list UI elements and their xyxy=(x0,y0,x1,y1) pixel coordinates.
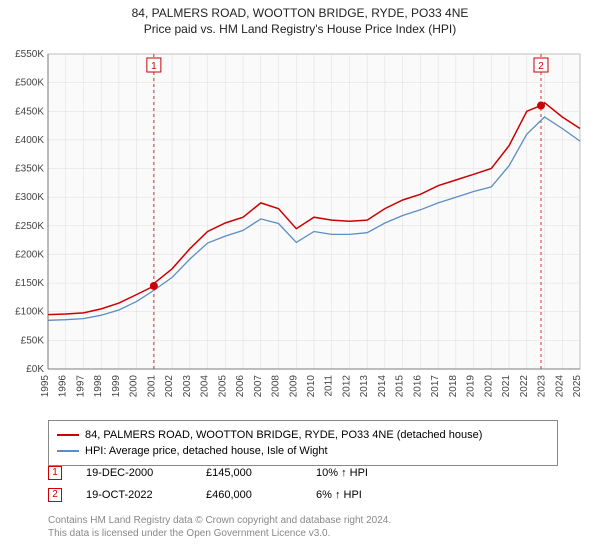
title-subtitle: Price paid vs. HM Land Registry's House … xyxy=(10,22,590,36)
svg-text:1: 1 xyxy=(151,61,157,72)
svg-text:1998: 1998 xyxy=(93,375,104,398)
svg-text:2016: 2016 xyxy=(412,375,423,398)
svg-text:2022: 2022 xyxy=(519,375,530,398)
legend-row-hpi: HPI: Average price, detached house, Isle… xyxy=(57,443,549,459)
footer-attribution: Contains HM Land Registry data © Crown c… xyxy=(48,514,558,540)
svg-text:2015: 2015 xyxy=(395,375,406,398)
sale-entry-1: 1 19-DEC-2000 £145,000 10% ↑ HPI xyxy=(48,466,558,480)
svg-text:2011: 2011 xyxy=(324,375,335,397)
svg-text:£450K: £450K xyxy=(15,106,44,117)
svg-text:2005: 2005 xyxy=(217,375,228,398)
svg-text:£550K: £550K xyxy=(15,49,44,60)
title-block: 84, PALMERS ROAD, WOOTTON BRIDGE, RYDE, … xyxy=(0,0,600,38)
title-address: 84, PALMERS ROAD, WOOTTON BRIDGE, RYDE, … xyxy=(10,6,590,20)
svg-text:1996: 1996 xyxy=(58,375,69,398)
svg-text:1997: 1997 xyxy=(75,375,86,398)
svg-text:2003: 2003 xyxy=(182,375,193,398)
svg-text:2021: 2021 xyxy=(501,375,512,398)
chart-area: £0K £50K £100K £150K £200K £250K £300K £350K £40… xyxy=(0,44,600,414)
sale-uplift-2: 6% ↑ HPI xyxy=(316,489,416,501)
svg-text:2013: 2013 xyxy=(359,375,370,398)
svg-text:£500K: £500K xyxy=(15,78,44,89)
svg-text:2023: 2023 xyxy=(537,375,548,398)
svg-text:£300K: £300K xyxy=(15,192,44,203)
svg-text:2006: 2006 xyxy=(235,375,246,398)
svg-text:2018: 2018 xyxy=(448,375,459,398)
legend-box: 84, PALMERS ROAD, WOOTTON BRIDGE, RYDE, … xyxy=(48,420,558,466)
sale-marker-2: 2 xyxy=(48,488,62,502)
svg-text:£150K: £150K xyxy=(15,278,44,289)
svg-text:£250K: £250K xyxy=(15,221,44,232)
footer-line-2: This data is licensed under the Open Gov… xyxy=(48,527,558,540)
chart-container: 84, PALMERS ROAD, WOOTTON BRIDGE, RYDE, … xyxy=(0,0,600,560)
sale-price-1: £145,000 xyxy=(206,467,316,479)
svg-text:2001: 2001 xyxy=(146,375,157,398)
footer-line-1: Contains HM Land Registry data © Crown c… xyxy=(48,514,558,527)
svg-text:£400K: £400K xyxy=(15,135,44,146)
svg-text:£350K: £350K xyxy=(15,164,44,175)
svg-text:2009: 2009 xyxy=(288,375,299,398)
svg-text:2010: 2010 xyxy=(306,375,317,398)
svg-text:£50K: £50K xyxy=(21,335,45,346)
svg-text:2025: 2025 xyxy=(572,375,583,398)
legend-label-property: 84, PALMERS ROAD, WOOTTON BRIDGE, RYDE, … xyxy=(85,429,482,441)
sale-uplift-1: 10% ↑ HPI xyxy=(316,467,416,479)
svg-text:2004: 2004 xyxy=(200,375,211,398)
sale-marker-1: 1 xyxy=(48,466,62,480)
svg-text:2008: 2008 xyxy=(271,375,282,398)
legend-label-hpi: HPI: Average price, detached house, Isle… xyxy=(85,445,328,457)
svg-text:2000: 2000 xyxy=(129,375,140,398)
legend-swatch-hpi xyxy=(57,450,79,452)
svg-text:£0K: £0K xyxy=(26,364,44,375)
sale-entry-2: 2 19-OCT-2022 £460,000 6% ↑ HPI xyxy=(48,488,558,502)
svg-text:2017: 2017 xyxy=(430,375,441,398)
svg-text:£100K: £100K xyxy=(15,307,44,318)
sale-date-2: 19-OCT-2022 xyxy=(86,489,206,501)
svg-text:2024: 2024 xyxy=(554,375,565,398)
svg-text:1999: 1999 xyxy=(111,375,122,398)
sale-date-1: 19-DEC-2000 xyxy=(86,467,206,479)
sale-price-2: £460,000 xyxy=(206,489,316,501)
legend-swatch-property xyxy=(57,434,79,436)
svg-text:2007: 2007 xyxy=(253,375,264,398)
svg-text:£200K: £200K xyxy=(15,249,44,260)
svg-text:2019: 2019 xyxy=(466,375,477,398)
line-chart-svg: £0K £50K £100K £150K £200K £250K £300K £350K £40… xyxy=(0,44,600,414)
svg-text:1995: 1995 xyxy=(40,375,51,398)
svg-text:2002: 2002 xyxy=(164,375,175,398)
svg-text:2014: 2014 xyxy=(377,375,388,398)
svg-text:2: 2 xyxy=(538,61,544,72)
legend-row-property: 84, PALMERS ROAD, WOOTTON BRIDGE, RYDE, … xyxy=(57,427,549,443)
svg-text:2012: 2012 xyxy=(341,375,352,398)
svg-text:2020: 2020 xyxy=(483,375,494,398)
